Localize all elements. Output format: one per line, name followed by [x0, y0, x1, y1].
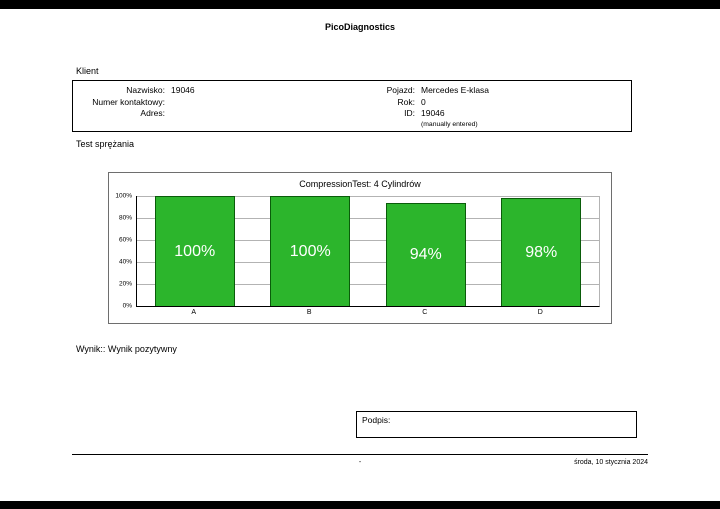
bar-value-label: 100%	[174, 242, 216, 260]
page-top-edge	[0, 0, 720, 9]
x-axis-category-labels: A B C D	[136, 309, 598, 316]
field-value: 19046	[171, 85, 195, 95]
x-category-label: D	[537, 309, 543, 316]
bar-value-label: 98%	[525, 243, 558, 261]
bar-column-D: 98%	[484, 196, 600, 306]
y-tick-label: 0%	[122, 302, 132, 310]
gridline	[137, 262, 599, 263]
y-tick-label: 60%	[118, 236, 132, 244]
field-value: 19046	[421, 108, 445, 118]
bar-B: 100%	[270, 196, 351, 306]
footer-page-marker: -	[358, 459, 362, 466]
bar-column-A: 100%	[137, 196, 253, 306]
gridline	[137, 284, 599, 285]
client-fields-right: Pojazd: Mercedes E-klasa Rok: 0 ID: 1904…	[349, 85, 489, 129]
client-row-vehicle: Pojazd: Mercedes E-klasa	[349, 85, 489, 97]
client-row-address: Adres:	[77, 108, 195, 120]
field-label: Nazwisko:	[126, 85, 165, 95]
gridline	[137, 196, 599, 197]
field-label: Pojazd:	[386, 85, 415, 95]
signature-box: Podpis:	[356, 411, 637, 438]
bar-column-C: 94%	[368, 196, 484, 306]
footer-date: środa, 10 stycznia 2024	[574, 459, 648, 466]
bar-D: 98%	[501, 198, 582, 306]
client-row-name: Nazwisko: 19046	[77, 85, 195, 97]
y-tick-label: 100%	[115, 192, 132, 200]
app-title: PicoDiagnostics	[324, 22, 396, 32]
y-tick-label: 20%	[118, 280, 132, 288]
y-tick-label: 80%	[118, 214, 132, 222]
bar-value-label: 94%	[409, 245, 442, 263]
field-label	[349, 120, 415, 129]
bar-C: 94%	[385, 202, 466, 306]
client-fields-left: Nazwisko: 19046 Numer kontaktowy: Adres:	[77, 85, 195, 120]
client-row-manual-note: (manually entered)	[349, 120, 489, 129]
field-label: ID:	[404, 108, 415, 118]
test-section-label: Test sprężania	[76, 139, 135, 149]
client-row-year: Rok: 0	[349, 97, 489, 109]
x-category-label: C	[422, 309, 428, 316]
gridline	[137, 218, 599, 219]
plot-area: 100% 100% 94% 98%	[136, 196, 600, 307]
field-value: Mercedes E-klasa	[421, 85, 490, 95]
field-label: Numer kontaktowy:	[92, 96, 165, 107]
x-category-label: B	[306, 309, 312, 316]
bar-value-label: 100%	[289, 242, 331, 260]
bar-column-B: 100%	[253, 196, 369, 306]
bar-A: 100%	[154, 196, 235, 306]
signature-label: Podpis:	[362, 415, 391, 425]
chart-title: CompressionTest: 4 Cylindrów	[299, 179, 421, 189]
client-row-contact: Numer kontaktowy:	[77, 97, 195, 109]
manual-entry-note: (manually entered)	[421, 120, 478, 128]
field-label: Rok:	[397, 96, 415, 107]
field-value: 0	[421, 96, 426, 107]
compression-chart: CompressionTest: 4 Cylindrów 100% 80% 60% 4…	[108, 172, 612, 324]
result-label: Wynik:: Wynik pozytywny	[76, 344, 177, 354]
y-tick-label: 40%	[118, 258, 132, 266]
page-bottom-edge	[0, 501, 720, 509]
gridline	[137, 240, 599, 241]
field-label: Adres:	[140, 108, 165, 118]
client-info-box: Nazwisko: 19046 Numer kontaktowy: Adres:…	[72, 80, 632, 132]
y-axis-tick-labels: 100% 80% 60% 40% 20% 0%	[109, 192, 133, 310]
client-section-label: Klient	[76, 66, 99, 76]
x-category-label: A	[191, 309, 197, 316]
client-row-id: ID: 19046	[349, 108, 489, 120]
footer-divider	[72, 454, 648, 455]
